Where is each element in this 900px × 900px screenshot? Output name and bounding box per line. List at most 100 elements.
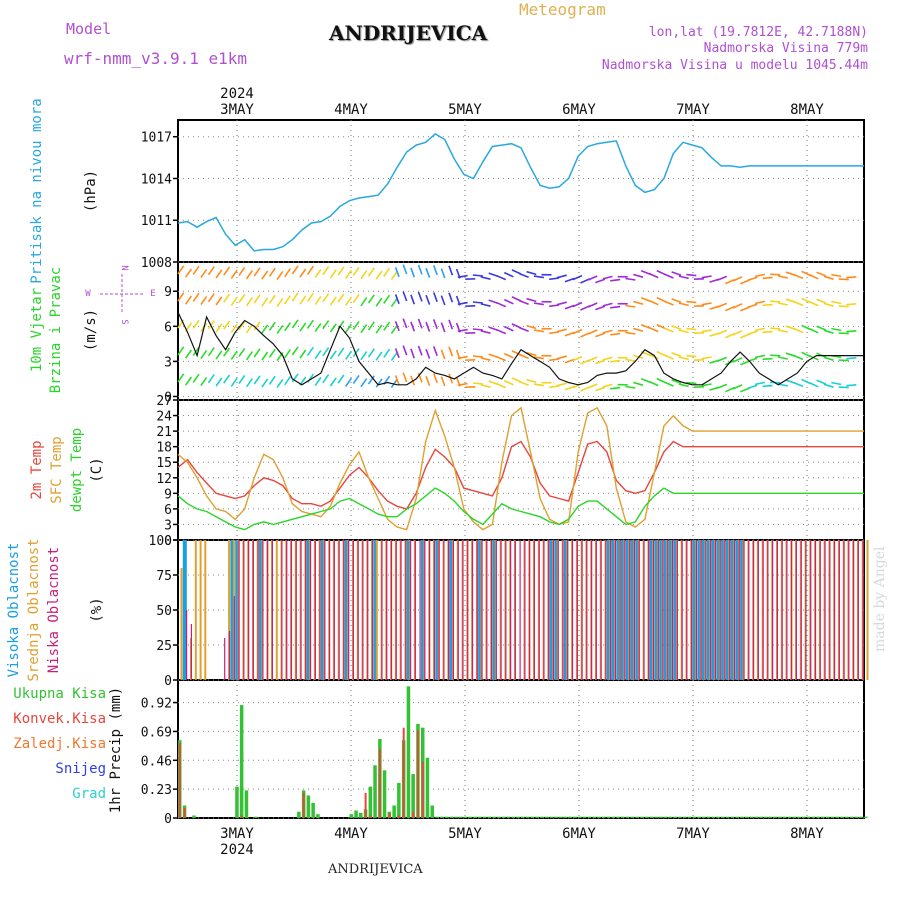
wind-arrow — [394, 294, 400, 305]
wind-arrow — [732, 303, 743, 309]
wind-arrow — [345, 296, 353, 306]
wind-arrow — [496, 382, 507, 389]
wind-arrow — [572, 355, 583, 362]
wind-arrow — [207, 374, 215, 384]
wind-arrow — [184, 349, 193, 359]
wind-arrow — [268, 348, 276, 358]
wind-arrow — [846, 276, 857, 279]
wind-arrow — [299, 295, 307, 305]
wind-arrow — [402, 264, 408, 275]
wind-arrow — [671, 379, 682, 384]
total-precip-bar — [735, 816, 739, 818]
low-cloud-bar — [714, 540, 716, 680]
wind-arrow — [390, 351, 398, 362]
wind-arrow — [417, 345, 423, 356]
wind-arrow — [329, 323, 337, 333]
low-cloud-bar — [629, 540, 631, 680]
wind-arrow — [245, 351, 253, 361]
wind-arrow — [793, 273, 804, 280]
compass-w: W — [85, 289, 91, 299]
wind-arrow — [245, 378, 253, 388]
wind-arrow — [402, 318, 408, 329]
total-precip-bar — [659, 816, 663, 818]
high-cloud-bar — [654, 540, 659, 680]
low-cloud-bar — [648, 540, 650, 680]
wind-arrow — [838, 278, 849, 281]
total-precip-bar — [516, 816, 520, 818]
wind-arrow — [648, 272, 659, 279]
wind-arrow — [678, 275, 689, 280]
wind-unit: (m/s) — [83, 309, 99, 351]
high-cloud-bar — [673, 540, 678, 680]
low-cloud-bar — [262, 540, 264, 680]
wind-arrow — [192, 346, 200, 356]
wind-arrow — [678, 302, 689, 307]
low-cloud-bar — [633, 540, 635, 680]
low-cloud-bar — [762, 540, 764, 680]
wind-arrow — [223, 266, 231, 276]
low-cloud-bar — [524, 540, 526, 680]
wind-arrow — [625, 385, 636, 389]
wind-arrow — [425, 348, 431, 359]
wind-arrow — [519, 326, 529, 332]
high-cloud-bar — [711, 540, 716, 680]
day-label-top: 5MAY — [448, 102, 482, 118]
high-cloud-bar — [706, 540, 711, 680]
wind-arrow — [793, 327, 804, 334]
wind-arrow — [480, 330, 491, 334]
wind-arrow — [823, 383, 834, 388]
total-precip-bar — [730, 816, 735, 818]
low-cloud-bar — [429, 540, 431, 680]
wind-arrow — [519, 299, 529, 305]
wind-arrow — [686, 354, 697, 358]
low-cloud-bar — [543, 540, 545, 680]
y-tick-label: 21 — [156, 425, 172, 440]
low-cloud-bar — [767, 540, 769, 680]
wind-arrow — [777, 356, 788, 360]
total-precip-bar — [454, 816, 458, 818]
compass-e: E — [150, 289, 155, 299]
low-cloud-bar — [667, 540, 669, 680]
high-cloud-bar — [725, 540, 730, 680]
wind-arrow — [230, 296, 238, 306]
day-label-top: 6MAY — [562, 102, 596, 118]
high-cloud-bar — [478, 540, 483, 680]
total-precip-bar — [716, 816, 720, 818]
wind-arrow — [846, 303, 857, 306]
low-cloud-bar — [581, 540, 583, 680]
wind-arrow — [322, 293, 330, 303]
total-precip-bar — [563, 816, 568, 818]
low-cloud-bar — [348, 540, 350, 680]
wind-arrow — [223, 347, 231, 357]
total-precip-bar — [506, 816, 511, 818]
low-cloud-bar — [519, 540, 521, 680]
wind-arrow — [375, 324, 383, 334]
low-cloud-bar — [810, 540, 812, 680]
wind-arrow — [192, 292, 200, 302]
wind-arrow — [432, 373, 438, 384]
wind-arrow — [678, 383, 689, 388]
wind-arrow — [519, 272, 529, 278]
total-precip-bar — [573, 816, 577, 818]
y-tick-label: 1014 — [141, 172, 172, 187]
wind-arrow — [276, 324, 284, 335]
low-cloud-bar — [395, 540, 397, 680]
mid-cloud-bar — [866, 540, 869, 680]
wind-arrow — [345, 350, 353, 360]
high-cloud-bar — [616, 540, 621, 680]
wind-arrow — [526, 351, 537, 357]
low-cloud-bar — [305, 540, 307, 680]
y-tick-label: 9 — [164, 487, 172, 502]
low-cloud-bar — [419, 540, 421, 680]
wind-arrow — [816, 298, 827, 304]
wind-arrow — [410, 294, 416, 305]
wind-arrow — [831, 273, 842, 278]
wind-arrow — [777, 329, 788, 333]
wind-arrow — [337, 293, 345, 303]
low-cloud-bar — [467, 540, 469, 680]
low-cloud-bar — [248, 540, 250, 680]
wind-arrow — [238, 266, 246, 277]
wind-arrow — [686, 327, 697, 331]
wind-arrow — [610, 278, 621, 282]
y-tick-label: 18 — [156, 441, 172, 456]
